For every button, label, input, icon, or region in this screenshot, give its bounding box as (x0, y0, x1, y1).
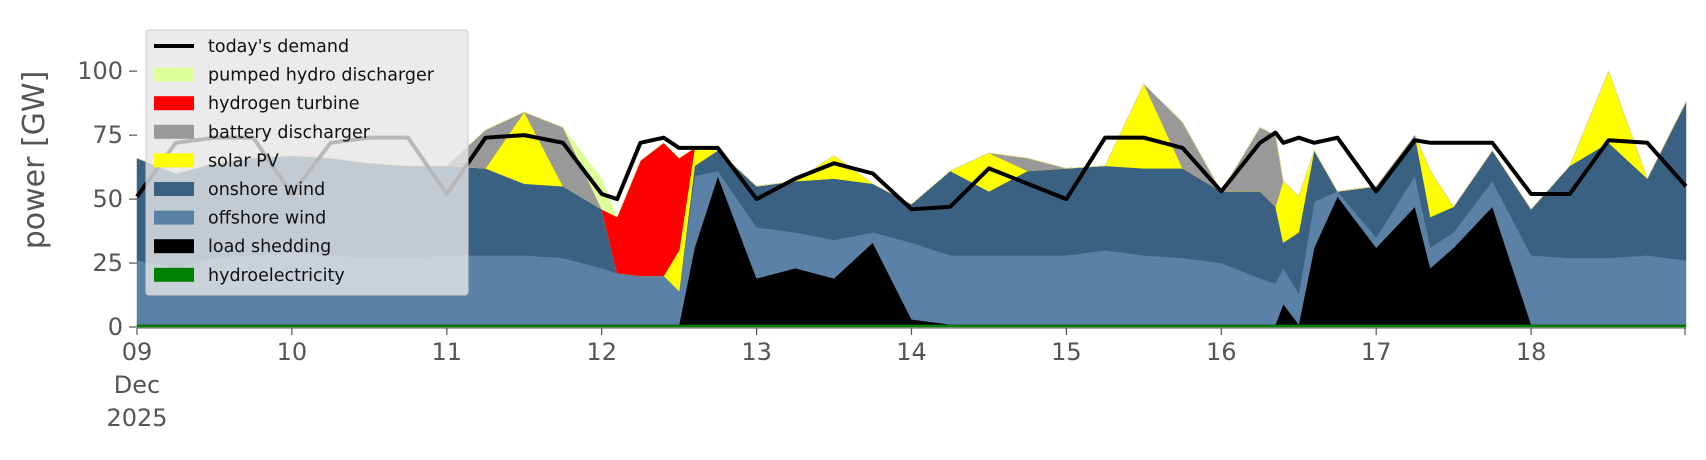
legend-label-today-s-demand: today's demand (208, 37, 349, 57)
x-tick-label: 17 (1361, 338, 1392, 366)
x-tick-label: 14 (896, 338, 927, 366)
legend-swatch-battery-discharger (154, 124, 194, 139)
legend-swatch-offshore-wind (154, 210, 194, 225)
legend-swatch-pumped-hydro-discharger (154, 67, 194, 82)
legend-swatch-solar-pv (154, 153, 194, 168)
legend-label-load-shedding: load shedding (208, 237, 331, 257)
legend-label-hydrogen-turbine: hydrogen turbine (208, 94, 360, 114)
legend-swatch-onshore-wind (154, 182, 194, 196)
legend-label-onshore-wind: onshore wind (208, 180, 325, 200)
y-tick-label: 75 (92, 121, 123, 149)
legend-swatch-hydroelectricity (154, 267, 194, 282)
x-tick-year-label: 2025 (106, 404, 167, 432)
legend-swatch-hydrogen-turbine (154, 96, 194, 111)
x-tick-label: 10 (277, 338, 308, 366)
x-tick-label: 16 (1206, 338, 1237, 366)
legend-swatch-load-shedding (154, 239, 194, 254)
x-tick-label: 18 (1516, 338, 1547, 366)
area-hydroelectricity (136, 324, 1687, 328)
x-tick-month-label: Dec (114, 371, 160, 399)
x-axis: 09 Dec 2025 10 11 12 13 14 15 16 17 18 (106, 327, 1686, 432)
y-axis-title: power [GW] (17, 71, 52, 250)
legend-label-offshore-wind: offshore wind (208, 209, 326, 229)
legend-label-battery-discharger: battery discharger (208, 123, 371, 143)
x-tick-label: 12 (586, 338, 617, 366)
area-pumped-hydro-discharger (136, 70, 1687, 218)
legend: today's demand pumped hydro discharger hyd… (145, 29, 469, 296)
y-tick-label: 50 (92, 185, 123, 213)
x-tick-label: 11 (432, 338, 463, 366)
legend-label-solar-pv: solar PV (208, 151, 279, 171)
legend-label-hydroelectricity: hydroelectricity (208, 266, 345, 286)
x-tick-label: 13 (741, 338, 772, 366)
y-tick-label: 0 (108, 313, 123, 341)
x-tick-label: 15 (1051, 338, 1082, 366)
y-tick-label: 25 (92, 249, 123, 277)
legend-box (145, 29, 469, 296)
x-tick-label: 09 (122, 338, 153, 366)
stacked-areas (136, 70, 1687, 328)
y-axis: 0 25 50 75 100 (77, 57, 137, 341)
legend-label-pumped-hydro-discharger: pumped hydro discharger (208, 66, 435, 86)
y-tick-label: 100 (77, 57, 123, 85)
